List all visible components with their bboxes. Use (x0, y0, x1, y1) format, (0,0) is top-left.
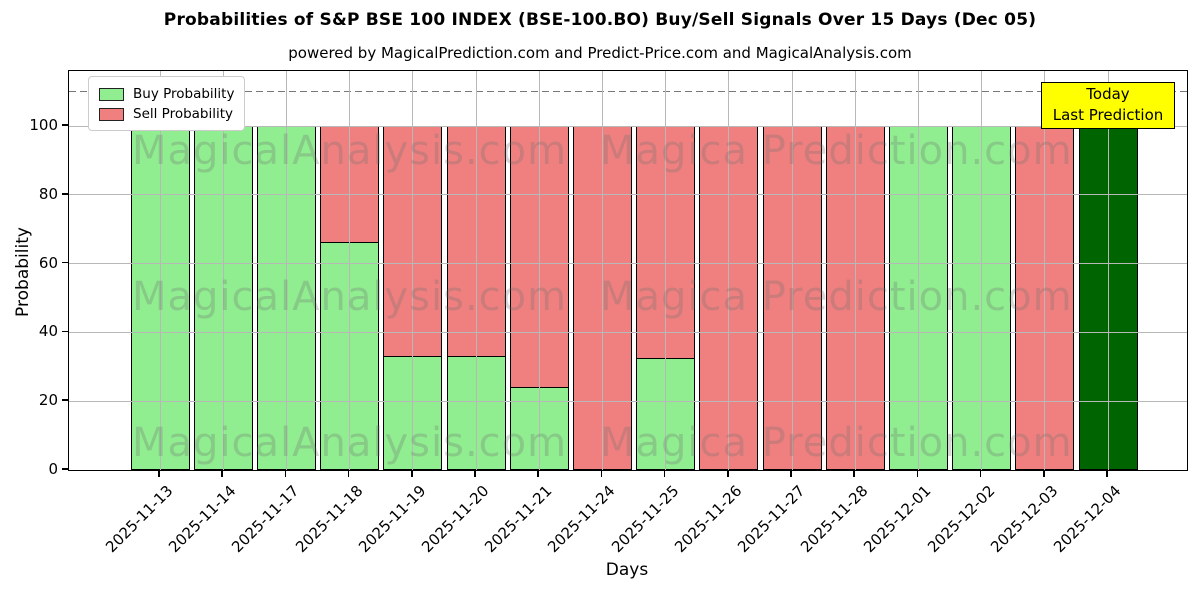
x-axis-label: Days (605, 560, 649, 580)
gridline-x-2025-11-18 (349, 71, 351, 470)
gridline-x-2025-11-17 (285, 71, 287, 470)
gridline-y-60 (69, 263, 1187, 265)
x-tick-2025-11-28 (853, 470, 855, 477)
y-tick-label-20: 20 (38, 391, 58, 410)
watermark-magicalprediction: Magica Prediction.com (600, 274, 1073, 320)
x-tick-2025-12-04 (1106, 470, 1108, 477)
y-tick-100 (62, 124, 68, 126)
y-tick-label-100: 100 (29, 116, 58, 135)
legend-item-sell: Sell Probability (99, 104, 234, 124)
gridline-x-2025-11-28 (854, 71, 856, 470)
today-annotation-line1: Today (1086, 85, 1130, 103)
y-tick-20 (62, 399, 68, 401)
plot-area: Buy Probability Sell Probability Today L… (68, 70, 1188, 471)
legend-label-sell: Sell Probability (133, 106, 234, 122)
y-tick-label-40: 40 (38, 322, 58, 341)
watermark-magicalanalysis: MagicalAnalysis.com (132, 274, 568, 320)
gridline-y-100 (69, 125, 1187, 127)
chart-subtitle: powered by MagicalPrediction.com and Pre… (288, 44, 912, 62)
x-tick-2025-12-03 (1043, 470, 1045, 477)
gridline-x-2025-11-25 (665, 71, 667, 470)
y-tick-80 (62, 193, 68, 195)
x-tick-2025-11-17 (284, 470, 287, 477)
sell-probability-swatch (99, 107, 124, 121)
gridline-x-2025-11-20 (475, 71, 477, 470)
x-tick-2025-12-02 (979, 470, 982, 477)
gridline-x-2025-11-13 (159, 71, 161, 470)
chart-title: Probabilities of S&P BSE 100 INDEX (BSE-… (163, 10, 1037, 30)
y-tick-label-0: 0 (48, 460, 58, 478)
legend: Buy Probability Sell Probability (88, 76, 246, 131)
gridline-x-2025-12-04 (1107, 71, 1109, 470)
y-tick-label-80: 80 (38, 184, 58, 203)
watermark-magicalprediction: Magica Prediction.com (600, 420, 1073, 466)
today-annotation-line2: Last Prediction (1052, 106, 1164, 124)
gridline-x-2025-11-19 (412, 71, 414, 470)
gridline-y-40 (69, 331, 1187, 333)
x-tick-2025-11-20 (474, 470, 476, 477)
gridline-x-2025-11-26 (728, 71, 730, 470)
x-tick-2025-11-19 (411, 470, 413, 477)
x-tick-2025-11-18 (347, 470, 350, 477)
y-tick-40 (62, 330, 68, 333)
dashed-threshold-line (69, 90, 1187, 93)
gridline-y-80 (69, 194, 1187, 196)
x-tick-2025-11-27 (790, 470, 792, 477)
legend-label-buy: Buy Probability (133, 86, 235, 102)
gridline-x-2025-11-24 (601, 71, 603, 470)
watermark-magicalprediction: Magica Prediction.com (600, 128, 1073, 174)
y-tick-0 (62, 468, 68, 470)
watermark-magicalanalysis: MagicalAnalysis.com (132, 128, 568, 174)
x-tick-2025-11-21 (537, 470, 539, 477)
gridline-x-2025-12-01 (917, 71, 919, 470)
gridline-x-2025-12-02 (981, 71, 983, 470)
x-tick-2025-11-26 (727, 470, 729, 477)
gridline-x-2025-11-21 (538, 71, 540, 470)
gridline-x-2025-11-14 (222, 71, 224, 470)
x-tick-2025-11-24 (600, 470, 603, 477)
x-tick-2025-11-14 (221, 470, 223, 477)
buy-probability-swatch (99, 87, 124, 101)
gridline-y-20 (69, 400, 1187, 402)
legend-item-buy: Buy Probability (99, 84, 234, 104)
gridline-x-2025-11-27 (791, 71, 793, 470)
x-tick-2025-11-13 (158, 470, 160, 477)
y-tick-label-60: 60 (38, 253, 58, 272)
y-tick-60 (62, 261, 68, 264)
watermark-magicalanalysis: MagicalAnalysis.com (132, 420, 568, 466)
today-annotation-box: Today Last Prediction (1041, 82, 1175, 129)
x-tick-2025-12-01 (916, 470, 919, 477)
gridline-x-2025-12-03 (1044, 71, 1046, 470)
x-tick-2025-11-25 (663, 470, 666, 477)
